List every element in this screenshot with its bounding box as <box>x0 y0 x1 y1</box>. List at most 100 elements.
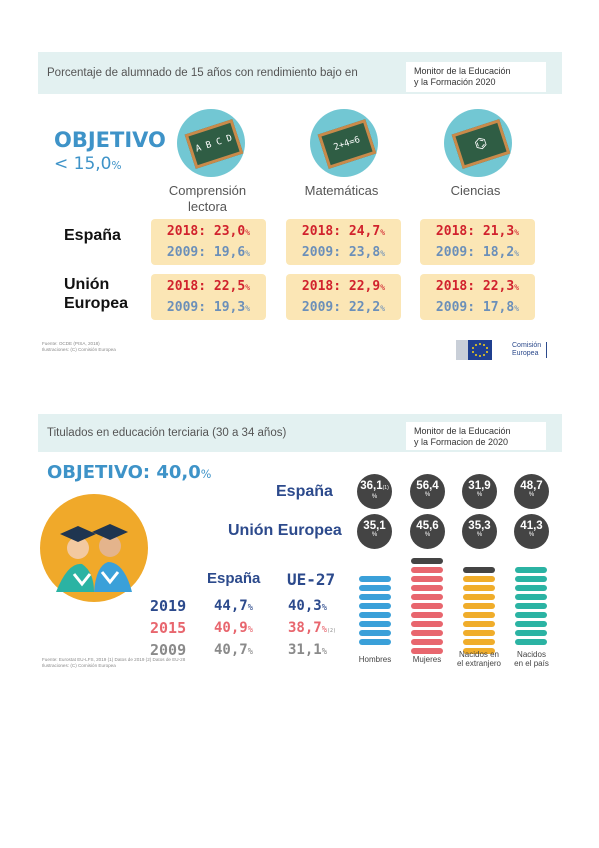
label-line2: el extranjero <box>456 659 502 668</box>
monitor-line-1: Monitor de la Educación <box>414 66 511 76</box>
unit: % <box>528 532 535 538</box>
panel1-source: Fuente: OCDE (PISA, 2018) Ilustraciones:… <box>42 341 116 353</box>
unit: % <box>514 283 520 292</box>
bubble-value: 48,7 <box>520 480 543 492</box>
unit: % <box>380 283 386 292</box>
label-extranjero: Nacidos en el extranjero <box>449 650 509 668</box>
bubble-es-extranjero: 31,9% <box>462 474 497 509</box>
bubble-es-pais: 48,7% <box>514 474 549 509</box>
logo-text: Comisión Europea <box>512 342 548 358</box>
unit: % <box>247 647 253 657</box>
value: 40,9 <box>214 620 248 636</box>
val-ue-2015: 38,7%(2) <box>288 620 336 636</box>
val-es-2015: 40,9% <box>214 620 253 636</box>
objective-unit: % <box>111 160 122 172</box>
score-box-es-math: 2018: 24,7% 2009: 23,8% <box>286 219 401 265</box>
chalkboard-icon: A B C D <box>184 119 244 169</box>
panel1-title: Porcentaje de alumnado de 15 años con re… <box>47 67 358 79</box>
subject-reading-line1: Comprensión <box>168 183 247 198</box>
unit: % <box>380 228 386 237</box>
bubble-value: 36,1 <box>360 480 383 492</box>
chalkboard-icon: ⌬ <box>451 119 511 169</box>
label-pais: Nacidos en el país <box>504 650 559 668</box>
bubble-note: (1) <box>382 485 389 491</box>
bubble-value: 45,6 <box>416 520 439 532</box>
bubble-ue-extranjero: 35,3% <box>462 514 497 549</box>
panel2-title: Titulados en educación terciaria (30 a 3… <box>47 427 287 439</box>
score-2018: 2018: 22,9 <box>301 279 381 294</box>
monitor-line-2: y la Formación 2020 <box>414 77 496 87</box>
unit: % <box>245 228 251 237</box>
unit: % <box>321 625 327 635</box>
subject-reading-line2: lectora <box>187 199 228 214</box>
score-box-ue-math: 2018: 22,9% 2009: 22,2% <box>286 274 401 320</box>
monitor-line-2: y la Formacion de 2020 <box>414 437 509 447</box>
source-line-1: Fuente: Eurostat EU-LFS, 2019 (1) Datos … <box>42 657 186 662</box>
panel2-source: Fuente: Eurostat EU-LFS, 2019 (1) Datos … <box>42 657 185 669</box>
value: 40,7 <box>214 642 248 658</box>
bubble-value: 31,9 <box>468 480 491 492</box>
european-commission-logo: Comisión Europea <box>456 338 554 362</box>
unit: % <box>380 249 386 258</box>
source-line-2: Ilustraciones: (C) Comisión Europea <box>42 663 116 668</box>
bars-hombres <box>359 576 391 648</box>
score-2009: 2009: 23,8 <box>301 245 381 260</box>
val-ue-2019: 40,3% <box>288 598 327 614</box>
bubble-value: 35,3 <box>468 520 491 532</box>
bubble-es-hombres: 36,1(1)% <box>357 474 392 509</box>
unit: % <box>476 532 483 538</box>
table-header-espana: España <box>207 570 261 587</box>
unit: % <box>247 603 253 613</box>
label-hombres: Hombres <box>358 655 392 664</box>
logo-text-line2: Europea <box>512 350 539 357</box>
score-2009: 2009: 18,2 <box>435 245 515 260</box>
score-2009: 2009: 22,2 <box>301 300 381 315</box>
value: 44,7 <box>214 598 248 614</box>
graduates-illustration <box>40 494 148 602</box>
reading-icon: A B C D <box>177 109 245 177</box>
unit: % <box>476 492 483 498</box>
label-line1: Nacidos en <box>458 650 500 659</box>
score-box-es-science: 2018: 21,3% 2009: 18,2% <box>420 219 535 265</box>
panel2-monitor-label: Monitor de la Educación y la Formacion d… <box>406 422 546 450</box>
value: 31,1 <box>288 642 322 658</box>
subject-math: Matemáticas <box>304 183 379 198</box>
score-2009: 2009: 17,8 <box>435 300 515 315</box>
score-2018: 2018: 24,7 <box>301 224 381 239</box>
val-es-2009: 40,7% <box>214 642 253 658</box>
score-box-es-reading: 2018: 23,0% 2009: 19,6% <box>151 219 266 265</box>
unit: % <box>321 647 327 657</box>
unit: % <box>245 304 251 313</box>
subject-reading: Comprensión lectora <box>150 183 265 215</box>
bubble-ue-mujeres: 45,6% <box>410 514 445 549</box>
score-2009: 2009: 19,3 <box>166 300 246 315</box>
score-box-ue-science: 2018: 22,3% 2009: 17,8% <box>420 274 535 320</box>
value: 40,3 <box>288 598 322 614</box>
val-ue-2009: 31,1% <box>288 642 327 658</box>
objective-value-text: < 15,0 <box>54 154 112 174</box>
unit: % <box>247 625 253 635</box>
year-2009: 2009 <box>150 641 187 659</box>
year-2019: 2019 <box>150 597 187 615</box>
bubble-row-label-espana: España <box>276 483 333 500</box>
panel1-objective-label: OBJETIVO <box>54 128 166 152</box>
bars-pais <box>515 567 547 648</box>
unit: % <box>245 283 251 292</box>
unit: % <box>371 532 378 538</box>
row-label-ue-line2: Europea <box>64 295 129 312</box>
monitor-line-1: Monitor de la Educación <box>414 426 511 436</box>
value: 38,7 <box>288 620 322 636</box>
bars-mujeres <box>411 558 443 657</box>
unit: % <box>245 249 251 258</box>
source-line-1: Fuente: OCDE (PISA, 2018) <box>42 341 100 346</box>
table-header-ue27: UE-27 <box>287 570 336 589</box>
bubble-ue-pais: 41,3% <box>514 514 549 549</box>
unit: % <box>321 603 327 613</box>
objective-unit: % <box>200 468 212 481</box>
score-2018: 2018: 22,3 <box>435 279 515 294</box>
year-2015: 2015 <box>150 619 187 637</box>
footnote-marker: (2) <box>326 628 336 634</box>
unit: % <box>514 228 520 237</box>
score-2018: 2018: 22,5 <box>166 279 246 294</box>
math-icon: 2+4=6 <box>310 109 378 177</box>
